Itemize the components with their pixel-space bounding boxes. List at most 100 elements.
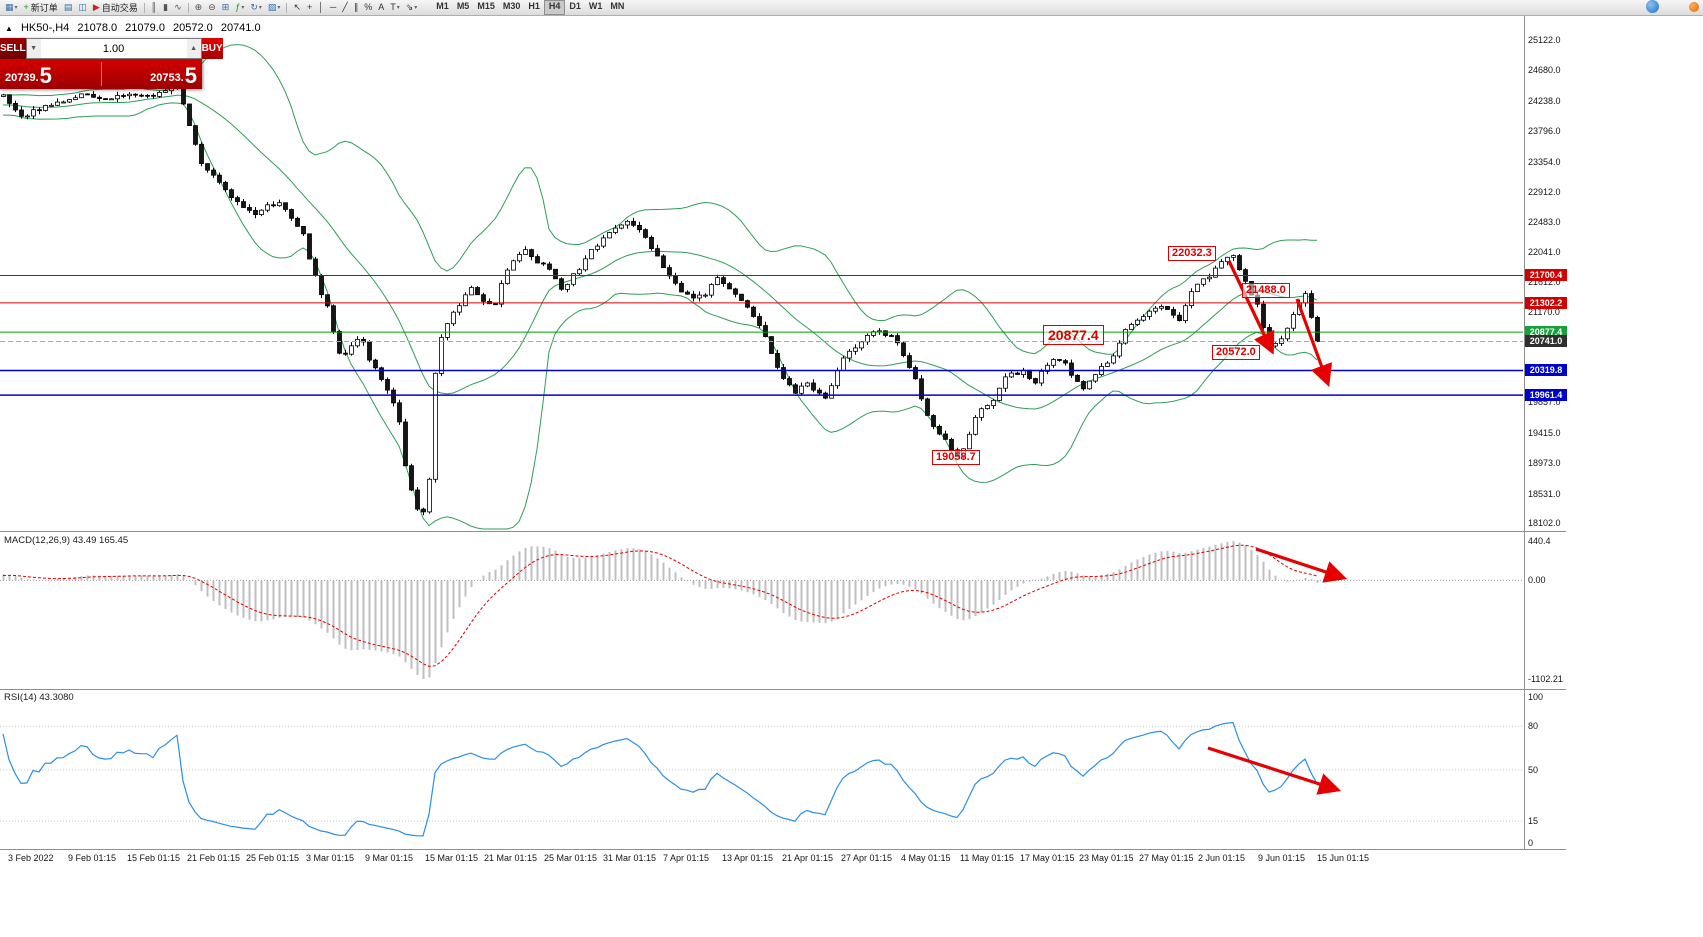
new-chart-icon: ▦ (5, 2, 14, 12)
time-label: 27 May 01:15 (1139, 853, 1194, 863)
trendline-icon: ╱ (342, 2, 348, 12)
line-chart-button[interactable]: ∿ (172, 1, 184, 14)
tile-windows-button[interactable]: ⊞ (220, 1, 232, 14)
price-annotation: 22032.3 (1168, 246, 1216, 261)
buy-price-main: 20753. (150, 72, 184, 84)
timeframe-h1[interactable]: H1 (528, 1, 540, 11)
rsi-axis-value: 15 (1528, 816, 1539, 826)
rsi-axis-value: 50 (1528, 765, 1539, 775)
new-order-button[interactable]: + 新订单 (22, 1, 60, 14)
volume-decrease-button[interactable]: ▼ (26, 39, 41, 58)
price-tag: 21302.2 (1525, 297, 1567, 309)
toolbar-separator (187, 2, 189, 13)
ohlc-open: 21078.0 (77, 22, 118, 34)
overlay-widget-orange[interactable] (1689, 2, 1699, 12)
sell-price[interactable]: 20739. 5 (0, 59, 101, 89)
new-chart-button[interactable]: ▦ ▾ (3, 1, 20, 14)
zoom-in-button[interactable]: ⊕ (193, 1, 205, 14)
candlestick-chart-button[interactable]: ▮ (161, 1, 170, 14)
candles (1, 83, 1320, 516)
time-label: 27 Apr 01:15 (841, 853, 893, 863)
data-window-button[interactable]: ◫ (76, 1, 89, 14)
market-watch-button[interactable]: ▤ (62, 1, 75, 14)
vertical-line-button[interactable]: │ (316, 1, 326, 14)
price-tag: 19961.4 (1525, 389, 1567, 401)
crosshair-button[interactable]: + (305, 1, 314, 14)
rsi-axis-value: 100 (1528, 692, 1544, 702)
price-tick: 18531.0 (1528, 489, 1561, 499)
timeframe-m15[interactable]: M15 (477, 1, 495, 11)
macd-axis-value: 440.4 (1528, 536, 1551, 546)
new-order-icon: + (23, 2, 29, 12)
arrows-icon: ⇘ (405, 2, 414, 12)
channel-icon: ∥ (353, 2, 359, 12)
panel-frames (0, 15, 1566, 851)
price-annotation: 19058.7 (932, 450, 980, 465)
bar-chart-icon: ║ (150, 2, 158, 12)
overlay-widget-blue[interactable] (1646, 0, 1659, 13)
macd-axis-value: 0.00 (1528, 575, 1546, 585)
time-label: 15 Feb 01:15 (127, 853, 181, 863)
ohlc-high: 21079.0 (125, 22, 165, 34)
zoom-in-icon: ⊕ (194, 2, 203, 12)
macd-label: MACD(12,26,9) 43.49 165.45 (4, 535, 129, 546)
arrows-dropdown-icon: ▾ (414, 5, 418, 11)
bar-chart-button[interactable]: ║ (149, 1, 159, 14)
time-axis: 3 Feb 2022 9 Feb 01:15 15 Feb 01:15 21 Feb … (0, 850, 1703, 866)
auto-trading-button[interactable]: ▶ 自动交易 (91, 1, 140, 14)
buy-button[interactable]: BUY (201, 38, 223, 59)
price-annotation: 20572.0 (1212, 345, 1260, 360)
rsi-axis-value: 80 (1528, 721, 1539, 731)
main-toolbar: ▦ ▾ + 新订单 ▤ ◫ ▶ 自动交易 ║ ▮ ∿ ⊕ ⊖ ⊞ ƒ ▾ ↻ ▾ ▨ ▾ ↖ + │ ─ ╱ ∥% A T ▾ ⇘ ▾ M1… (0, 0, 1703, 16)
channel-button[interactable]: ∥ (352, 1, 361, 14)
timeframe-m5[interactable]: M5 (456, 1, 470, 11)
indicators-button[interactable]: ƒ ▾ (233, 1, 246, 14)
timeframe-w1[interactable]: W1 (588, 1, 603, 11)
time-label: 3 Mar 01:15 (306, 853, 355, 863)
ohlc-low: 20572.0 (173, 22, 213, 34)
volume-input[interactable] (40, 39, 187, 58)
trend-arrows[interactable] (1207, 260, 1348, 795)
price-tick: 19857.0 (1528, 397, 1561, 407)
fibonacci-button[interactable]: % (362, 1, 374, 14)
time-label: 3 Feb 2022 (8, 853, 54, 863)
quote-prices-row: 20739. 5 20753. 5 (0, 59, 202, 89)
templates-button[interactable]: ▨ ▾ (266, 1, 283, 14)
periods-button[interactable]: ↻ ▾ (248, 1, 264, 14)
text-button[interactable]: A (376, 1, 386, 14)
buy-price-pip: 5 (184, 63, 197, 88)
arrows-button[interactable]: ⇘ ▾ (404, 1, 420, 14)
toolbar-separator (286, 2, 288, 13)
one-click-trade-panel: SELL ▼ ▲ BUY 20739.5 20753.5 (0, 38, 223, 89)
zoom-out-button[interactable]: ⊖ (206, 1, 218, 14)
horizontal-line-button[interactable]: ─ (328, 1, 338, 14)
volume-increase-button[interactable]: ▲ (186, 39, 201, 58)
toolbar-separator (143, 2, 145, 13)
new-chart-dropdown-icon: ▾ (14, 5, 18, 11)
trendline-button[interactable]: ╱ (340, 1, 349, 14)
price-tag: 20319.8 (1525, 364, 1567, 376)
macd-plot (0, 541, 1523, 679)
price-tick: 24238.0 (1528, 96, 1561, 106)
price-tick: 24680.0 (1528, 65, 1561, 75)
auto-trading-icon: ▶ (92, 2, 100, 12)
text-label-button[interactable]: T ▾ (388, 1, 402, 14)
timeframe-h4[interactable]: H4 (543, 0, 566, 15)
price-tag: 20741.0 (1525, 335, 1567, 347)
timeframe-m30[interactable]: M30 (502, 1, 521, 11)
sell-button[interactable]: SELL (0, 38, 26, 59)
indicators-dropdown-icon: ▾ (241, 5, 245, 11)
time-label: 25 Mar 01:15 (544, 853, 598, 863)
cursor-button[interactable]: ↖ (291, 1, 303, 14)
timeframe-d1[interactable]: D1 (569, 1, 581, 11)
timeframe-mn[interactable]: MN (610, 1, 625, 11)
time-label: 7 Apr 01:15 (663, 853, 710, 863)
time-label: 9 Mar 01:15 (365, 853, 414, 863)
text-label-dropdown-icon: ▾ (396, 5, 400, 11)
rsi-axis-value: 0 (1528, 838, 1534, 848)
timeframe-m1[interactable]: M1 (436, 1, 449, 11)
level-lines[interactable] (0, 275, 1523, 396)
buy-price[interactable]: 20753. 5 (102, 59, 203, 89)
